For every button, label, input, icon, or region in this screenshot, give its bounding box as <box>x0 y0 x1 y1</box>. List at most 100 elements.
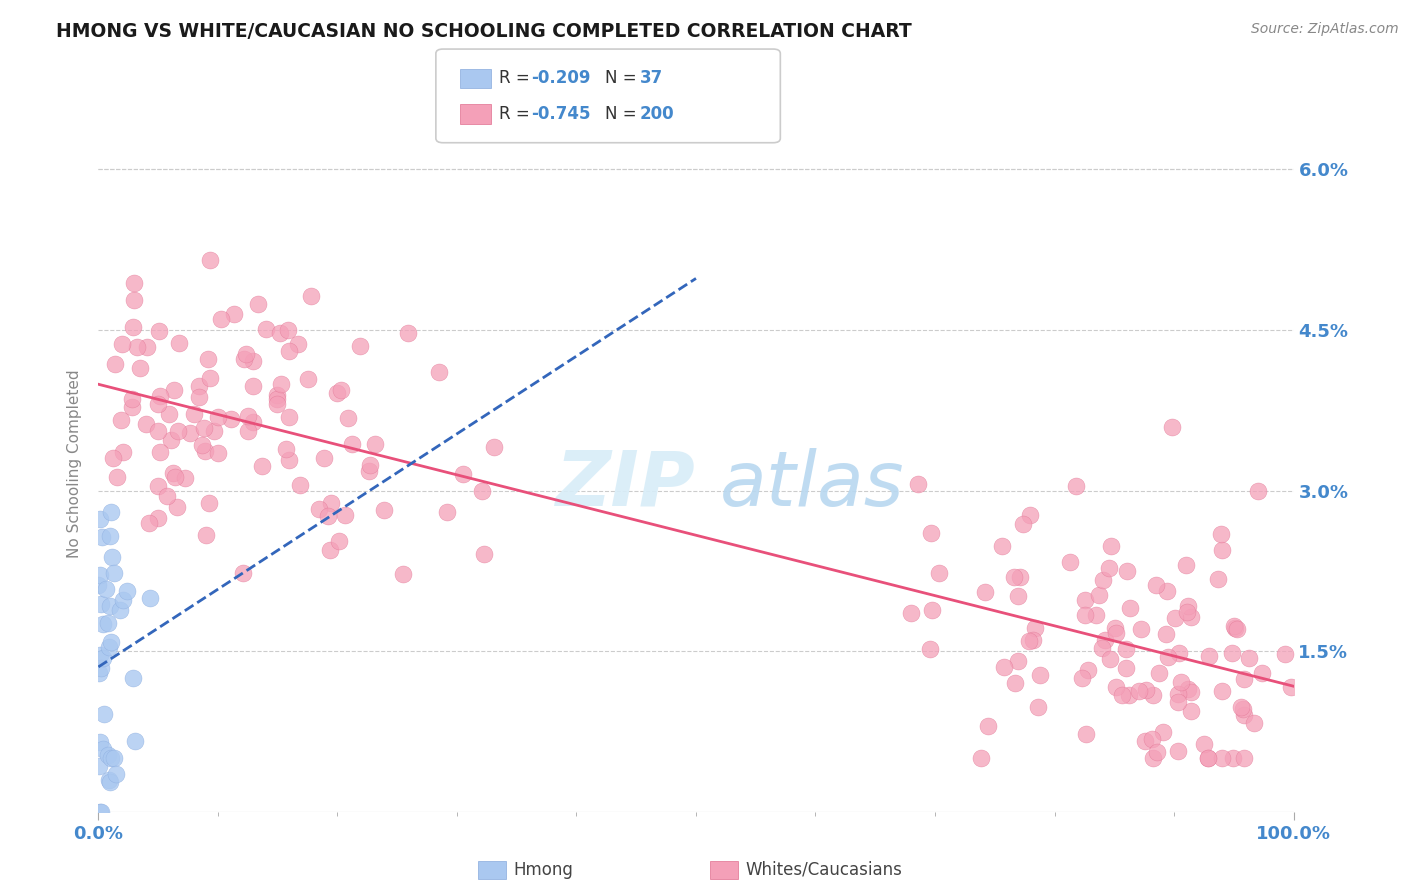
Point <box>1115 564 1137 578</box>
Point <box>91 742 114 756</box>
Point <box>1140 731 1163 746</box>
Text: R =: R = <box>499 70 536 87</box>
Point <box>1167 744 1189 758</box>
Point <box>1156 583 1178 598</box>
Point <box>1018 633 1040 648</box>
Point <box>349 338 371 352</box>
Point <box>1167 687 1189 701</box>
Point <box>920 526 942 541</box>
Point <box>427 365 450 379</box>
Point <box>121 400 143 414</box>
Point <box>266 397 288 411</box>
Text: Hmong: Hmong <box>513 861 574 879</box>
Point <box>90 805 112 819</box>
Text: 37: 37 <box>640 70 664 87</box>
Point <box>1146 745 1168 759</box>
Point <box>1007 589 1029 603</box>
Point <box>110 413 132 427</box>
Point <box>124 734 146 748</box>
Point <box>1104 621 1126 635</box>
Point <box>278 453 301 467</box>
Point <box>1018 508 1040 522</box>
Point <box>328 534 350 549</box>
Point <box>1220 646 1243 660</box>
Point <box>1087 587 1109 601</box>
Point <box>1144 578 1167 592</box>
Point <box>197 496 219 510</box>
Point <box>188 390 211 404</box>
Point <box>1111 688 1133 702</box>
Point <box>89 805 111 819</box>
Point <box>266 392 288 407</box>
Point <box>1223 618 1246 632</box>
Point <box>1177 599 1199 613</box>
Point <box>89 512 111 526</box>
Point <box>194 444 217 458</box>
Point <box>89 734 111 748</box>
Point <box>1243 716 1265 731</box>
Text: ZIP: ZIP <box>557 448 696 522</box>
Text: -0.745: -0.745 <box>531 105 591 123</box>
Point <box>187 378 209 392</box>
Point <box>98 775 121 789</box>
Point <box>928 566 950 581</box>
Point <box>918 641 941 656</box>
Point <box>254 322 277 336</box>
Point <box>146 479 169 493</box>
Point <box>277 409 299 424</box>
Point <box>207 446 229 460</box>
Point <box>1194 738 1216 752</box>
Point <box>93 617 115 632</box>
Point <box>1101 539 1123 553</box>
Point <box>321 496 343 510</box>
Point <box>89 568 111 582</box>
Point <box>1029 668 1052 682</box>
Point <box>124 293 146 307</box>
Point <box>364 436 387 450</box>
Point <box>977 718 1000 732</box>
Point <box>1177 681 1199 696</box>
Point <box>1198 751 1220 765</box>
Text: atlas: atlas <box>720 448 904 522</box>
Point <box>146 424 169 438</box>
Point <box>252 458 274 473</box>
Point <box>1024 621 1046 635</box>
Point <box>197 351 219 366</box>
Point <box>319 543 342 558</box>
Point <box>484 441 506 455</box>
Point <box>1226 623 1249 637</box>
Point <box>1010 570 1032 584</box>
Point <box>1198 649 1220 664</box>
Point <box>1007 654 1029 668</box>
Point <box>1105 625 1128 640</box>
Point <box>1004 676 1026 690</box>
Point <box>270 376 292 391</box>
Point <box>1147 665 1170 680</box>
Point <box>163 383 186 397</box>
Y-axis label: No Schooling Completed: No Schooling Completed <box>67 369 83 558</box>
Point <box>1274 647 1296 661</box>
Point <box>162 467 184 481</box>
Point <box>183 407 205 421</box>
Point <box>121 392 143 406</box>
Point <box>90 597 112 611</box>
Point <box>308 501 330 516</box>
Point <box>1011 517 1033 532</box>
Point <box>316 509 339 524</box>
Point <box>1167 695 1189 709</box>
Point <box>1233 751 1256 765</box>
Point <box>1154 627 1177 641</box>
Point <box>1119 600 1142 615</box>
Point <box>202 425 225 439</box>
Point <box>200 370 222 384</box>
Point <box>97 747 120 762</box>
Point <box>1225 621 1247 635</box>
Point <box>277 344 299 359</box>
Point <box>146 511 169 525</box>
Point <box>108 603 131 617</box>
Point <box>1071 671 1094 685</box>
Point <box>1175 606 1198 620</box>
Point <box>98 640 121 654</box>
Point <box>232 566 254 580</box>
Point <box>1250 665 1272 680</box>
